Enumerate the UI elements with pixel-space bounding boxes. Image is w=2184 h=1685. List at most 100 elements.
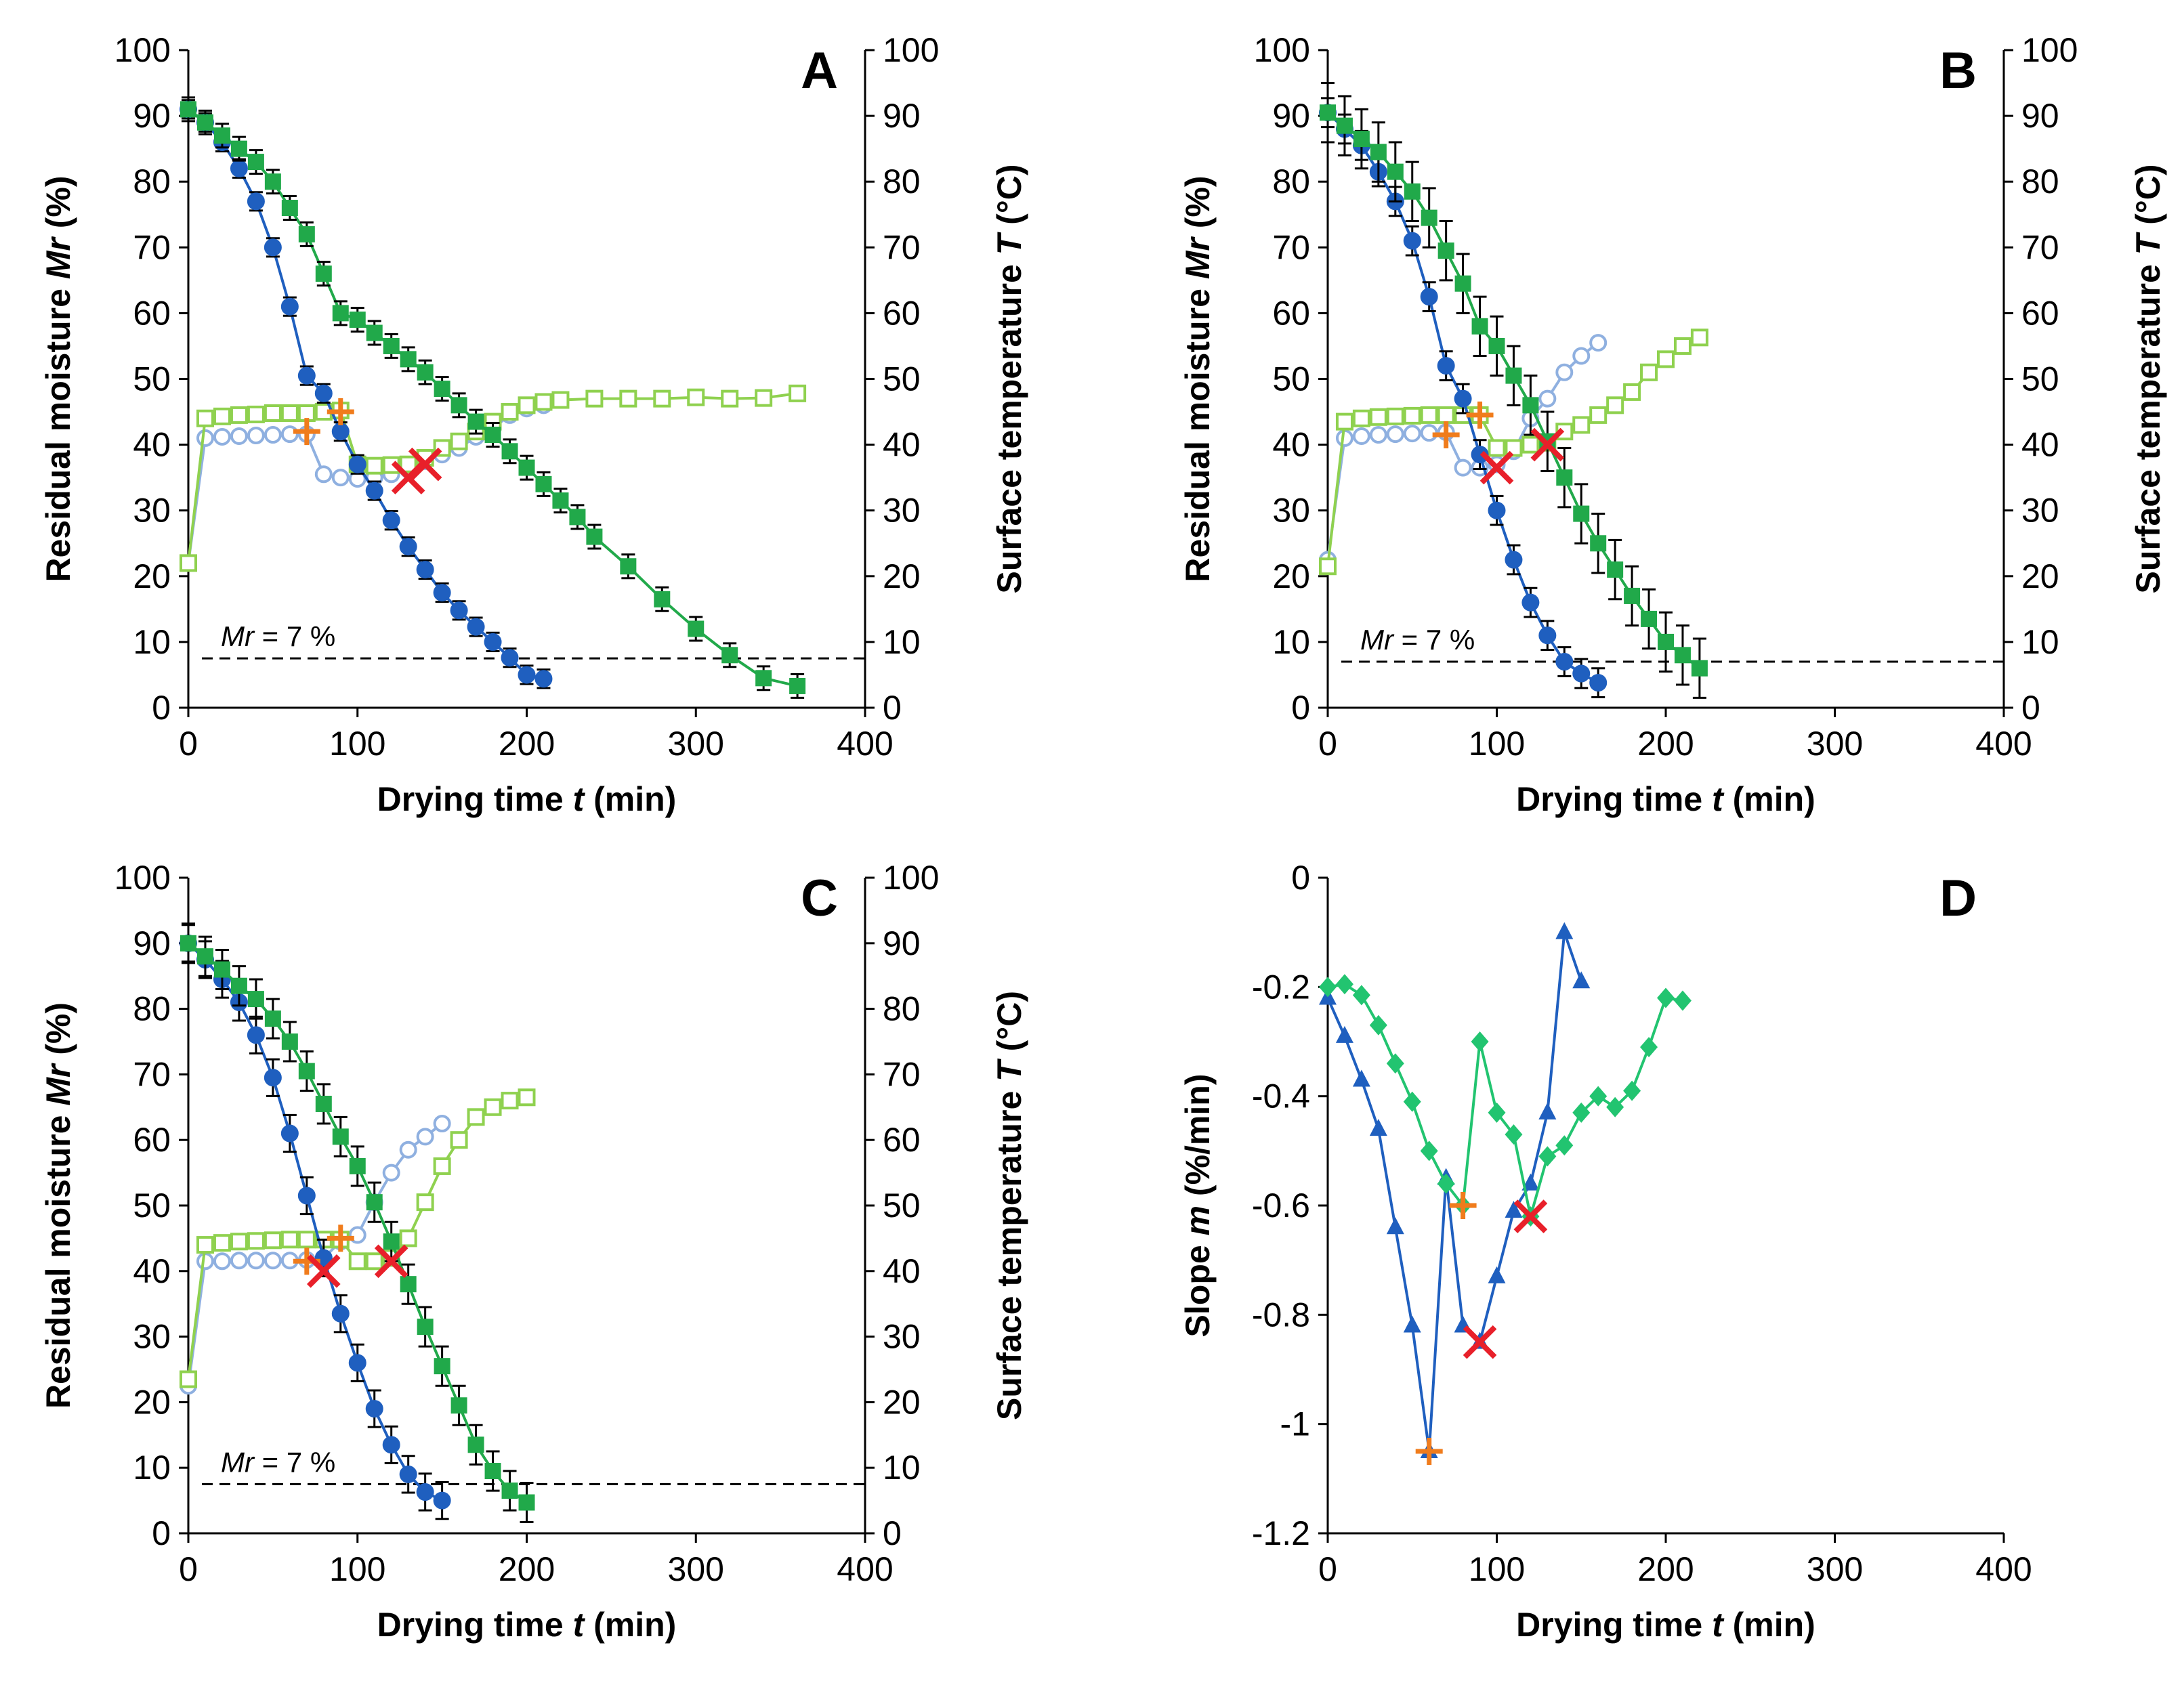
data-point-temperature-blue [382,1164,400,1182]
data-point-moisture-green [383,337,400,354]
data-point-moisture-green [518,1494,535,1511]
data-point-moisture-green [1387,163,1404,180]
data-point-slope-blue [1335,1025,1353,1043]
cross-marker-b [1513,1199,1548,1233]
data-point-temperature-green [348,1252,366,1271]
data-point-moisture-blue [450,601,468,620]
data-point-temperature-blue [331,469,350,487]
y2-axis-label-unit: (°C) [990,991,1028,1061]
data-point-moisture-green [654,591,671,607]
data-point-temperature-green [416,1193,434,1212]
data-point-temperature-green [1606,396,1624,414]
data-point-temperature-green [518,1088,536,1107]
y-tick-label: 80 [1272,163,1310,200]
x-tick-label: 400 [837,1550,893,1588]
data-point-temperature-blue [1454,458,1472,477]
y2-tick-label: 10 [883,1449,921,1487]
data-point-moisture-blue [399,538,417,556]
panel-d: 0 100 200 300 400 0 -0.2 -0.4 -0.6 -0.8 -1 -1.2 Dryi… [1179,859,2032,1644]
data-point-moisture-blue [247,192,265,211]
data-point-slope-green [1471,1031,1489,1052]
data-point-moisture-green [180,101,196,118]
data-point-temperature-green [365,1252,383,1271]
data-point-moisture-green [1556,469,1573,486]
mr-threshold-label: Mr = 7 % [1360,624,1475,656]
mr-threshold-label-var: Mr [1360,624,1395,656]
y-axis-label-text: Residual moisture [39,279,77,582]
data-point-moisture-green [366,1194,383,1211]
data-point-temperature-green [789,384,807,402]
data-point-moisture-blue [365,1400,383,1418]
data-point-moisture-green [450,397,467,414]
data-point-slope-green [1420,1140,1438,1161]
data-point-temperature-green [1420,406,1438,424]
x-axis-label-var: t [573,1606,586,1644]
data-point-moisture-green [501,1483,518,1499]
y-axis-label-unit: (%) [1179,175,1217,238]
data-point-temperature-green [534,393,553,411]
data-point-temperature-green [280,1231,299,1249]
y2-tick-label: 40 [2021,426,2059,464]
x-axis-label-text: Drying time [1516,1606,1712,1644]
data-point-temperature-blue [213,1252,231,1271]
data-point-slope-green [1555,1135,1574,1156]
data-point-moisture-green [467,413,484,430]
data-point-moisture-green [569,509,586,526]
panel-letter-b: B [1939,42,1977,100]
y-tick-label: 70 [133,1055,171,1093]
data-point-slope-blue [1403,1315,1421,1333]
x-axis-label-text: Drying time [377,780,573,818]
data-point-moisture-blue [331,1304,350,1323]
data-point-slope-blue [1538,1102,1557,1119]
data-point-moisture-green [1624,587,1641,604]
x-axis-label: Drying time t (min) [377,1606,677,1644]
y-tick-label: 50 [1272,360,1310,398]
series-line-slope-green [1327,983,1683,1217]
data-point-slope-blue [1505,1201,1523,1218]
data-point-moisture-green [1691,660,1708,677]
series-moisture-green [1320,82,1708,699]
data-point-moisture-blue [264,1069,282,1087]
data-point-moisture-green [552,492,569,509]
data-point-moisture-green [1505,367,1522,384]
data-point-moisture-blue [534,670,553,688]
panel-letter-a: A [801,42,838,100]
data-point-moisture-blue [416,1483,434,1501]
data-point-moisture-green [213,127,230,144]
data-point-temperature-green [247,405,265,423]
data-point-temperature-green [247,1232,265,1250]
x-axis-label-unit: (min) [584,1606,676,1644]
y2-tick-label: 20 [883,557,921,595]
data-point-temperature-blue [433,1115,451,1132]
data-point-temperature-blue [196,1252,214,1271]
x-tick-label: 400 [1975,1550,2032,1588]
y2-tick-label: 0 [2021,689,2040,727]
data-point-temperature-blue [247,1252,265,1270]
y-tick-label: -0.8 [1252,1296,1310,1334]
mr-threshold-label-var: Mr [221,620,255,652]
y2-tick-label: 70 [883,228,921,266]
y-tick-label: 100 [1254,31,1310,69]
data-point-moisture-green [1336,117,1353,134]
data-point-moisture-green [1573,505,1590,522]
data-point-moisture-green [281,1033,298,1050]
y-axis-label-unit: (%) [39,1002,77,1065]
x-tick-label: 200 [1637,725,1694,763]
data-point-moisture-green [1320,104,1336,121]
data-point-temperature-green [1386,407,1404,425]
data-point-moisture-green [264,1010,281,1027]
series-moisture-green [180,96,806,699]
series-line-moisture-blue [187,108,544,681]
data-point-moisture-blue [280,297,299,316]
data-point-moisture-green [298,226,315,242]
mr-threshold-label: Mr = 7 % [221,620,335,652]
series-line-moisture-green [187,942,528,1504]
y2-tick-label: 60 [883,1121,921,1159]
y-tick-label: 90 [1272,97,1310,135]
data-point-moisture-green [213,961,230,978]
data-point-temperature-blue [1352,427,1370,445]
y-tick-label: 30 [1272,492,1310,530]
data-point-moisture-green [180,935,196,952]
data-point-moisture-blue [1505,551,1523,569]
y-tick-label: 100 [114,31,171,69]
